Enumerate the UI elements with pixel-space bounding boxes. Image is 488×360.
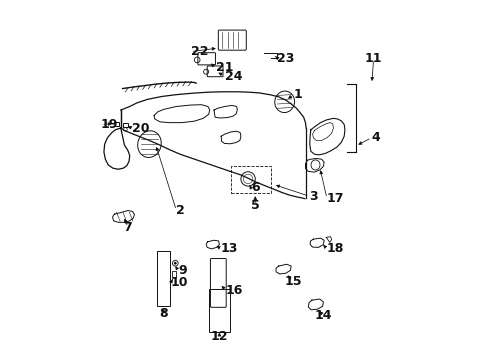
Text: 4: 4 [371, 131, 380, 144]
Text: 21: 21 [215, 61, 233, 74]
Text: 19: 19 [101, 118, 118, 131]
Text: 24: 24 [224, 69, 242, 82]
Text: 12: 12 [210, 330, 228, 343]
Text: 20: 20 [131, 122, 149, 135]
Text: 13: 13 [220, 242, 237, 255]
Text: 17: 17 [326, 192, 344, 205]
Text: 15: 15 [284, 275, 301, 288]
Text: 10: 10 [171, 276, 188, 289]
Bar [115, 122, 119, 126]
Text: 3: 3 [308, 190, 317, 203]
Text: 1: 1 [293, 88, 302, 101]
Text: 14: 14 [314, 309, 331, 322]
Text: 11: 11 [364, 52, 382, 65]
Text: 2: 2 [176, 204, 185, 217]
Text: 8: 8 [159, 307, 168, 320]
Text: 6: 6 [250, 181, 259, 194]
Text: 9: 9 [178, 264, 186, 277]
Bar [208, 289, 230, 332]
Bar [172, 271, 176, 277]
Text: 18: 18 [326, 242, 344, 255]
Text: 23: 23 [277, 51, 294, 64]
Text: 22: 22 [190, 45, 208, 58]
Circle shape [174, 262, 176, 265]
Text: 7: 7 [123, 221, 132, 234]
Text: 16: 16 [225, 284, 243, 297]
Text: 5: 5 [250, 199, 259, 212]
Bar [123, 123, 127, 127]
Bar [156, 251, 170, 306]
